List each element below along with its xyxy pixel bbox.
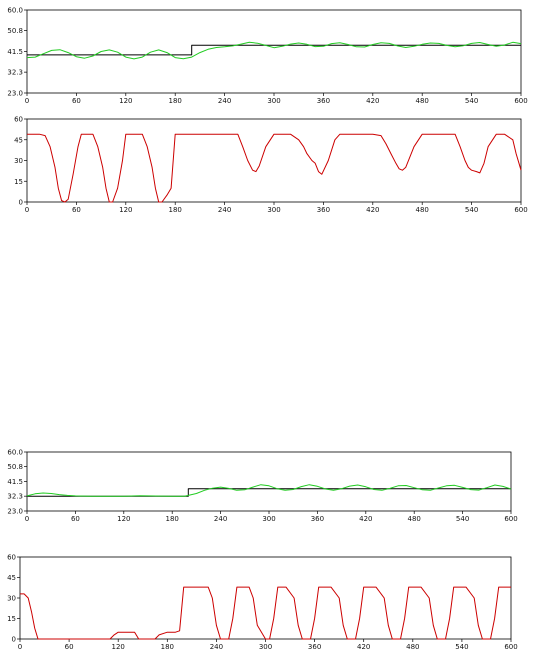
x-tick-label: 0	[18, 643, 22, 651]
chart-2: 0 60 120 180 240 300 360 420 480 540 600 0 15 30 45 60	[14, 116, 528, 215]
x-tick-label: 60	[71, 515, 80, 523]
x-tick-label: 360	[311, 515, 324, 523]
y-tick-label: 15	[7, 615, 16, 623]
x-tick-label: 540	[465, 97, 478, 105]
y-tick-label: 50.8	[7, 463, 23, 471]
x-tick-label: 0	[25, 206, 29, 214]
plot-frame	[19, 556, 512, 640]
series-line-1	[27, 488, 511, 497]
y-tick-label: 60.0	[7, 7, 23, 15]
x-tick-label: 240	[210, 643, 223, 651]
x-tick-label: 60	[72, 206, 81, 214]
x-tick-label: 120	[112, 643, 125, 651]
plot-frame	[26, 451, 512, 512]
y-tick-label: 60	[7, 554, 16, 562]
y-tick-label: 50.8	[7, 27, 23, 35]
y-tick-label: 30	[7, 595, 16, 603]
x-tick-label: 300	[262, 515, 275, 523]
x-tick-label: 600	[514, 97, 527, 105]
y-tick-label: 41.5	[7, 478, 23, 486]
x-tick-label: 540	[456, 515, 469, 523]
x-tick-label: 0	[25, 515, 29, 523]
x-tick-label: 240	[218, 97, 231, 105]
y-tick-label: 45	[7, 574, 16, 582]
x-tick-label: 600	[514, 206, 527, 214]
y-tick-label: 45	[14, 136, 23, 144]
x-tick-label: 480	[408, 515, 421, 523]
x-tick-label: 420	[357, 643, 370, 651]
series-line-1	[27, 44, 521, 56]
x-tick-label: 480	[406, 643, 419, 651]
x-tick-label: 120	[119, 97, 132, 105]
x-tick-label: 60	[65, 643, 74, 651]
y-tick-label: 60.0	[7, 449, 23, 457]
x-tick-label: 300	[267, 206, 280, 214]
x-tick-label: 240	[214, 515, 227, 523]
x-tick-label: 360	[317, 97, 330, 105]
x-tick-label: 480	[416, 206, 429, 214]
y-tick-label: 0	[12, 636, 16, 644]
x-tick-label: 600	[504, 515, 517, 523]
x-tick-label: 360	[317, 206, 330, 214]
x-tick-label: 240	[218, 206, 231, 214]
series-line-1	[27, 133, 522, 203]
series-line-2	[26, 484, 512, 497]
x-tick-label: 0	[25, 97, 29, 105]
y-tick-label: 0	[19, 199, 23, 207]
chart-4: 0 60 120 180 240 300 360 420 480 540 600 0 15 30 45 60	[7, 554, 518, 652]
x-tick-label: 120	[119, 206, 132, 214]
x-tick-label: 420	[359, 515, 372, 523]
y-tick-label: 60	[14, 116, 23, 124]
x-tick-label: 360	[308, 643, 321, 651]
series-line-1	[20, 586, 511, 640]
x-tick-label: 480	[416, 97, 429, 105]
x-tick-label: 540	[465, 206, 478, 214]
x-tick-label: 60	[72, 97, 81, 105]
x-tick-label: 600	[504, 643, 517, 651]
y-tick-label: 23.0	[7, 90, 23, 98]
x-tick-label: 300	[267, 97, 280, 105]
x-tick-label: 300	[259, 643, 272, 651]
y-tick-label: 32.3	[7, 493, 23, 501]
series-line-2	[26, 41, 522, 60]
chart-1: 0 60 120 180 240 300 360 420 480 540 600 23.0 32.3 41…	[7, 7, 527, 106]
y-tick-label: 32.3	[7, 69, 23, 77]
x-tick-label: 120	[117, 515, 130, 523]
x-tick-label: 180	[169, 97, 182, 105]
x-tick-label: 180	[161, 643, 174, 651]
x-tick-label: 180	[166, 515, 179, 523]
x-tick-label: 180	[169, 206, 182, 214]
chart-3: 0 60 120 180 240 300 360 420 480 540 600 23.0 32.3 41…	[7, 449, 517, 524]
y-tick-label: 41.5	[7, 48, 23, 56]
y-tick-label: 23.0	[7, 508, 23, 516]
x-tick-label: 540	[455, 643, 468, 651]
x-tick-label: 420	[366, 206, 379, 214]
x-tick-label: 420	[366, 97, 379, 105]
y-tick-label: 15	[14, 178, 23, 186]
y-tick-label: 30	[14, 157, 23, 165]
